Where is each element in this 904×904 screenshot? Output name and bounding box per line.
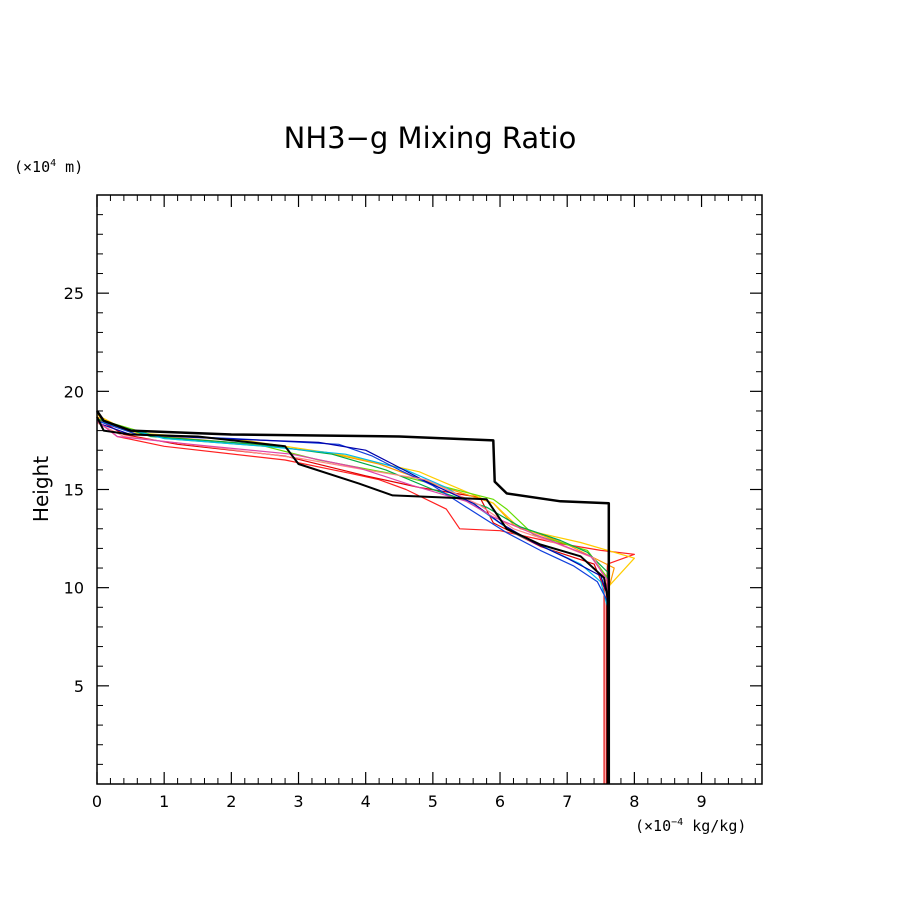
y-tick-labels: 5 10 15 20 25	[64, 284, 84, 696]
x-tick-labels: 0 1 2 3 4 5 6 7 8 9	[92, 792, 707, 811]
x-tick-label: 6	[495, 792, 505, 811]
series-line-run-darkblue	[96, 422, 609, 784]
y-unit-prefix: (×10	[14, 158, 50, 176]
x-unit-prefix: (×10	[635, 817, 671, 835]
y-unit-suffix: m)	[56, 158, 83, 176]
y-unit-exponent: 4	[50, 158, 56, 169]
chart-title: NH3−g Mixing Ratio	[284, 121, 577, 155]
plot-frame	[96, 194, 763, 785]
series-line-run-orange	[96, 416, 615, 784]
y-tick-label: 5	[74, 677, 84, 696]
series-line-initial-profile	[95, 410, 611, 784]
series-line-run-pink	[96, 422, 609, 784]
y-unit-label: (×104 m)	[14, 158, 83, 176]
y-tick-label: 10	[64, 579, 84, 598]
series-line-run-magenta	[96, 420, 609, 784]
y-tick-label: 15	[64, 481, 84, 500]
series-line-run-blue	[96, 420, 609, 784]
x-tick-label: 1	[159, 792, 169, 811]
x-tick-label: 0	[92, 792, 102, 811]
y-tick-label: 25	[64, 284, 84, 303]
series-line-run-red-1	[96, 420, 635, 784]
series-line-run-cyan	[96, 420, 609, 784]
series-line-final-profile	[96, 416, 609, 784]
x-tick-label: 7	[562, 792, 572, 811]
ticks-layer	[96, 195, 762, 784]
x-tick-label: 3	[293, 792, 303, 811]
series-layer	[95, 410, 635, 784]
x-tick-label: 5	[428, 792, 438, 811]
x-unit-label: (×10−4 kg/kg)	[635, 817, 746, 835]
x-tick-label: 2	[226, 792, 236, 811]
x-tick-label: 8	[629, 792, 639, 811]
x-tick-label: 9	[696, 792, 706, 811]
x-unit-exponent: −4	[671, 817, 683, 828]
y-axis-title: Height	[29, 456, 53, 522]
y-tick-label: 20	[64, 382, 84, 401]
x-unit-suffix: kg/kg)	[683, 817, 746, 835]
x-tick-label: 4	[361, 792, 371, 811]
